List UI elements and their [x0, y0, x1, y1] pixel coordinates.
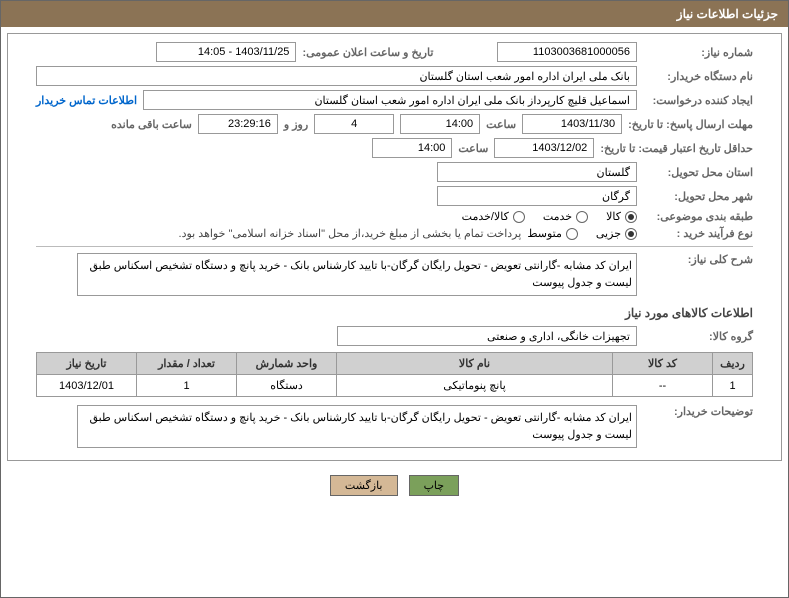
th-row: ردیف [713, 353, 753, 375]
announce-value: 1403/11/25 - 14:05 [156, 42, 296, 62]
buyer-org-value: بانک ملی ایران اداره امور شعب استان گلست… [36, 66, 637, 86]
divider-1 [36, 246, 753, 247]
back-button[interactable]: بازگشت [330, 475, 398, 496]
category-radios: کالا خدمت کالا/خدمت [462, 210, 637, 223]
validity-label: حداقل تاریخ اعتبار قیمت: تا تاریخ: [600, 142, 753, 155]
requester-value: اسماعیل قلیچ کارپرداز بانک ملی ایران ادا… [143, 90, 637, 110]
cell-row: 1 [713, 375, 753, 397]
content-panel: شماره نیاز: 1103003681000056 تاریخ و ساع… [7, 33, 782, 461]
desc-label: شرح کلی نیاز: [643, 253, 753, 266]
button-bar: چاپ بازگشت [1, 467, 788, 504]
group-label: گروه کالا: [643, 330, 753, 343]
need-no-label: شماره نیاز: [643, 46, 753, 59]
print-button[interactable]: چاپ [409, 475, 460, 496]
goods-table: ردیف کد کالا نام کالا واحد شمارش تعداد /… [36, 352, 753, 397]
radio-both-label: کالا/خدمت [462, 210, 509, 223]
province-value: گلستان [437, 162, 637, 182]
panel-header: جزئیات اطلاعات نیاز [1, 1, 788, 27]
radio-goods[interactable] [625, 211, 637, 223]
time-label-2: ساعت [458, 142, 488, 155]
city-value: گرگان [437, 186, 637, 206]
deadline-time: 14:00 [400, 114, 480, 134]
th-unit: واحد شمارش [237, 353, 337, 375]
goods-section-title: اطلاعات کالاهای مورد نیاز [36, 306, 753, 320]
remaining-label: ساعت باقی مانده [111, 118, 192, 131]
cell-code: -- [613, 375, 713, 397]
buyer-notes-value: ایران کد مشابه -گارانتی تعویض - تحویل را… [77, 405, 637, 448]
radio-both[interactable] [513, 211, 525, 223]
requester-label: ایجاد کننده درخواست: [643, 94, 753, 107]
th-date: تاریخ نیاز [37, 353, 137, 375]
th-code: کد کالا [613, 353, 713, 375]
table-row: 1 -- پانچ پنوماتیکی دستگاه 1 1403/12/01 [37, 375, 753, 397]
th-qty: تعداد / مقدار [137, 353, 237, 375]
radio-medium[interactable] [566, 228, 578, 240]
radio-partial-label: جزیی [596, 227, 621, 240]
radio-service-label: خدمت [543, 210, 572, 223]
validity-date: 1403/12/02 [494, 138, 594, 158]
process-note: پرداخت تمام یا بخشی از مبلغ خرید،از محل … [179, 227, 522, 240]
days-and-label: روز و [284, 118, 308, 131]
desc-value: ایران کد مشابه -گارانتی تعویض - تحویل را… [77, 253, 637, 296]
buyer-org-label: نام دستگاه خریدار: [643, 70, 753, 83]
th-name: نام کالا [337, 353, 613, 375]
deadline-date: 1403/11/30 [522, 114, 622, 134]
buyer-notes-label: توضیحات خریدار: [643, 405, 753, 418]
category-label: طبقه بندی موضوعی: [643, 210, 753, 223]
city-label: شهر محل تحویل: [643, 190, 753, 203]
buyer-contact-link[interactable]: اطلاعات تماس خریدار [36, 94, 137, 107]
cell-name: پانچ پنوماتیکی [337, 375, 613, 397]
process-label: نوع فرآیند خرید : [643, 227, 753, 240]
need-no-value: 1103003681000056 [497, 42, 637, 62]
deadline-label: مهلت ارسال پاسخ: تا تاریخ: [628, 118, 753, 131]
days-remaining: 4 [314, 114, 394, 134]
announce-label: تاریخ و ساعت اعلان عمومی: [302, 46, 433, 59]
cell-unit: دستگاه [237, 375, 337, 397]
province-label: استان محل تحویل: [643, 166, 753, 179]
countdown: 23:29:16 [198, 114, 278, 134]
validity-time: 14:00 [372, 138, 452, 158]
radio-goods-label: کالا [606, 210, 621, 223]
radio-medium-label: متوسط [527, 227, 562, 240]
time-label-1: ساعت [486, 118, 516, 131]
group-value: تجهیزات خانگی، اداری و صنعتی [337, 326, 637, 346]
cell-date: 1403/12/01 [37, 375, 137, 397]
process-radios: جزیی متوسط [527, 227, 637, 240]
cell-qty: 1 [137, 375, 237, 397]
radio-partial[interactable] [625, 228, 637, 240]
radio-service[interactable] [576, 211, 588, 223]
